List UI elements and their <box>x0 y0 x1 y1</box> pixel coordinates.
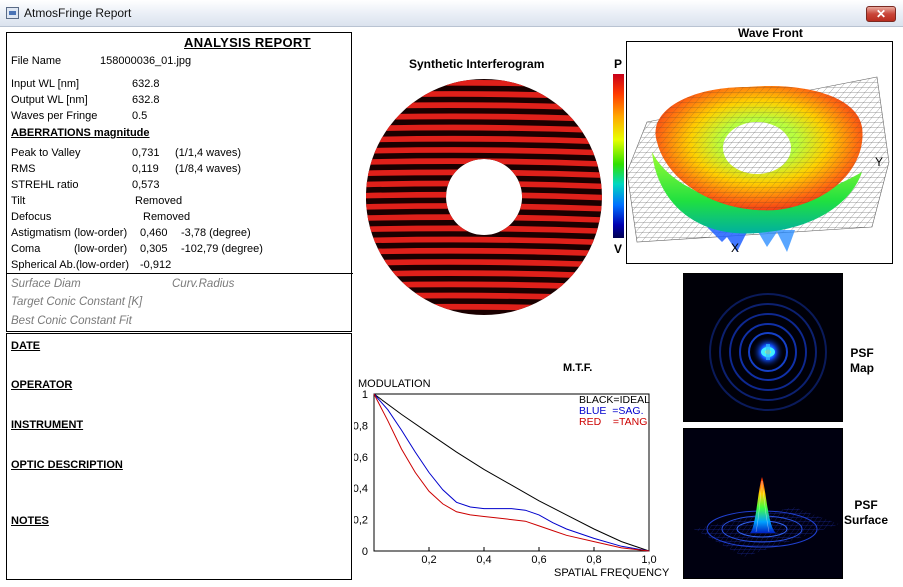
mtf-y-tick-label: 0,2 <box>354 515 368 527</box>
interferogram-fringe <box>366 147 602 156</box>
psf-map-image <box>709 293 827 411</box>
rms-value: 0,119 <box>132 163 159 175</box>
surface-diam-label: Surface Diam <box>11 278 81 290</box>
mtf-y-tick-label: 0 <box>362 546 368 558</box>
colorbar-bottom-label: V <box>614 242 623 256</box>
mtf-x-tick-label: 0,2 <box>421 554 436 566</box>
output-wl-value: 632.8 <box>132 94 160 106</box>
psf-surface-label-2: Surface <box>843 513 889 527</box>
close-button[interactable]: ✕ <box>866 6 896 22</box>
optic-description-label: OPTIC DESCRIPTION <box>11 459 123 471</box>
window-title: AtmosFringe Report <box>24 6 132 20</box>
wavefront-y-label: Y <box>875 155 883 169</box>
analysis-report-panel: ANALYSIS REPORT File Name 158000036_01.j… <box>6 32 353 332</box>
pv-waves: (1/1,4 waves) <box>175 147 242 159</box>
mtf-y-tick-label: 0,6 <box>354 452 368 464</box>
aberrations-heading: ABERRATIONS magnitude <box>11 127 150 139</box>
interferogram-fringe <box>366 247 602 257</box>
spherical-value: -0,912 <box>140 259 172 271</box>
rms-waves: (1/8,4 waves) <box>175 163 242 175</box>
instrument-label: INSTRUMENT <box>11 419 84 431</box>
strehl-label: STREHL ratio <box>11 179 79 191</box>
interferogram-fringe <box>366 270 602 279</box>
mtf-y-tick-label: 0,4 <box>354 483 368 495</box>
mtf-y-axis-label: MODULATION <box>358 378 431 390</box>
mtf-x-tick-label: 0,8 <box>586 554 601 566</box>
colorbar-top-label: P <box>614 57 623 71</box>
notes-panel: DATE OPERATOR INSTRUMENT OPTIC DESCRIPTI… <box>6 333 352 580</box>
notes-label: NOTES <box>11 515 49 527</box>
coma-angle: -102,79 (degree) <box>181 243 263 255</box>
mtf-y-tick-label: 0,8 <box>354 420 368 432</box>
psf-surface-label-1: PSF <box>854 498 878 512</box>
interferogram-fringe <box>366 281 602 291</box>
wavefront-title: Wave Front <box>738 26 803 40</box>
coma-label: Coma <box>11 243 41 255</box>
wavefront-surface: Y X <box>627 76 890 255</box>
coma-value: 0,305 <box>140 243 168 255</box>
interferogram-fringe <box>366 102 602 111</box>
spherical-label: Spherical Ab.(low-order) <box>11 259 129 271</box>
synthetic-interferogram <box>366 79 602 315</box>
interferogram-fringe <box>366 259 602 268</box>
mtf-x-tick-label: 1,0 <box>641 554 656 566</box>
file-name-value: 158000036_01.jpg <box>100 55 192 67</box>
tilt-value: Removed <box>135 195 183 207</box>
output-wl-label: Output WL [nm] <box>11 94 88 106</box>
astigmatism-angle: -3,78 (degree) <box>181 227 251 239</box>
psf-map-label-2: Map <box>850 361 874 375</box>
mtf-legend-entry: BLUE =SAG. <box>579 405 644 417</box>
psf-map-label-1: PSF <box>850 346 874 360</box>
mtf-chart: MODULATION SPATIAL FREQUENCY 0 0,2 0,4 0,6 0… <box>354 378 670 579</box>
rms-label: RMS <box>11 163 36 175</box>
report-divider <box>7 273 353 274</box>
interferogram-fringe <box>366 236 602 246</box>
mtf-title: M.T.F. <box>563 362 593 374</box>
curv-radius-label: Curv.Radius <box>172 278 235 290</box>
coma-order: (low-order) <box>74 243 128 255</box>
psf-map-plot <box>683 273 843 422</box>
defocus-label: Defocus <box>11 211 52 223</box>
interferogram-title: Synthetic Interferogram <box>409 57 545 71</box>
interferogram-fringe <box>366 135 602 145</box>
waves-per-fringe-label: Waves per Fringe <box>11 110 98 122</box>
operator-label: OPERATOR <box>11 379 73 391</box>
best-conic-label: Best Conic Constant Fit <box>11 315 132 327</box>
interferogram-fringe <box>366 113 602 123</box>
mtf-sagittal-line <box>373 393 650 552</box>
strehl-value: 0,573 <box>132 179 160 191</box>
input-wl-label: Input WL [nm] <box>11 78 80 90</box>
window-titlebar[interactable]: AtmosFringe Report ✕ <box>0 0 903 27</box>
defocus-value: Removed <box>143 211 191 223</box>
wavefront-x-label: X <box>731 241 739 255</box>
interferogram-fringe <box>366 124 602 134</box>
mtf-x-axis-label: SPATIAL FREQUENCY <box>554 567 670 579</box>
psf-surface-plot <box>683 428 843 579</box>
file-name-label: File Name <box>11 55 62 67</box>
wavefront-plot: Y X <box>626 41 893 264</box>
mtf-x-tick-label: 0,6 <box>531 554 546 566</box>
wavefront-colorbar <box>613 74 624 238</box>
input-wl-value: 632.8 <box>132 78 160 90</box>
app-icon <box>6 7 19 19</box>
astigmatism-value: 0,460 <box>140 227 168 239</box>
mtf-ideal-line <box>373 393 650 552</box>
pv-value: 0,731 <box>132 147 160 159</box>
waves-per-fringe-value: 0.5 <box>132 110 148 122</box>
mtf-x-tick-label: 0,4 <box>476 554 491 566</box>
tilt-label: Tilt <box>11 195 26 207</box>
mtf-y-tick-label: 1 <box>362 389 368 401</box>
mtf-plot-frame <box>373 393 650 552</box>
pv-label: Peak to Valley <box>11 147 81 159</box>
mtf-legend-entry: RED =TANG <box>579 416 647 428</box>
mtf-tangential-line <box>373 393 650 552</box>
date-label: DATE <box>11 340 41 352</box>
astigmatism-label: Astigmatism (low-order) <box>11 227 128 239</box>
psf-surface-image <box>694 477 839 557</box>
mtf-legend-entry: BLACK=IDEAL <box>579 394 650 406</box>
report-heading: ANALYSIS REPORT <box>184 35 311 50</box>
target-conic-label: Target Conic Constant [K] <box>11 296 143 308</box>
